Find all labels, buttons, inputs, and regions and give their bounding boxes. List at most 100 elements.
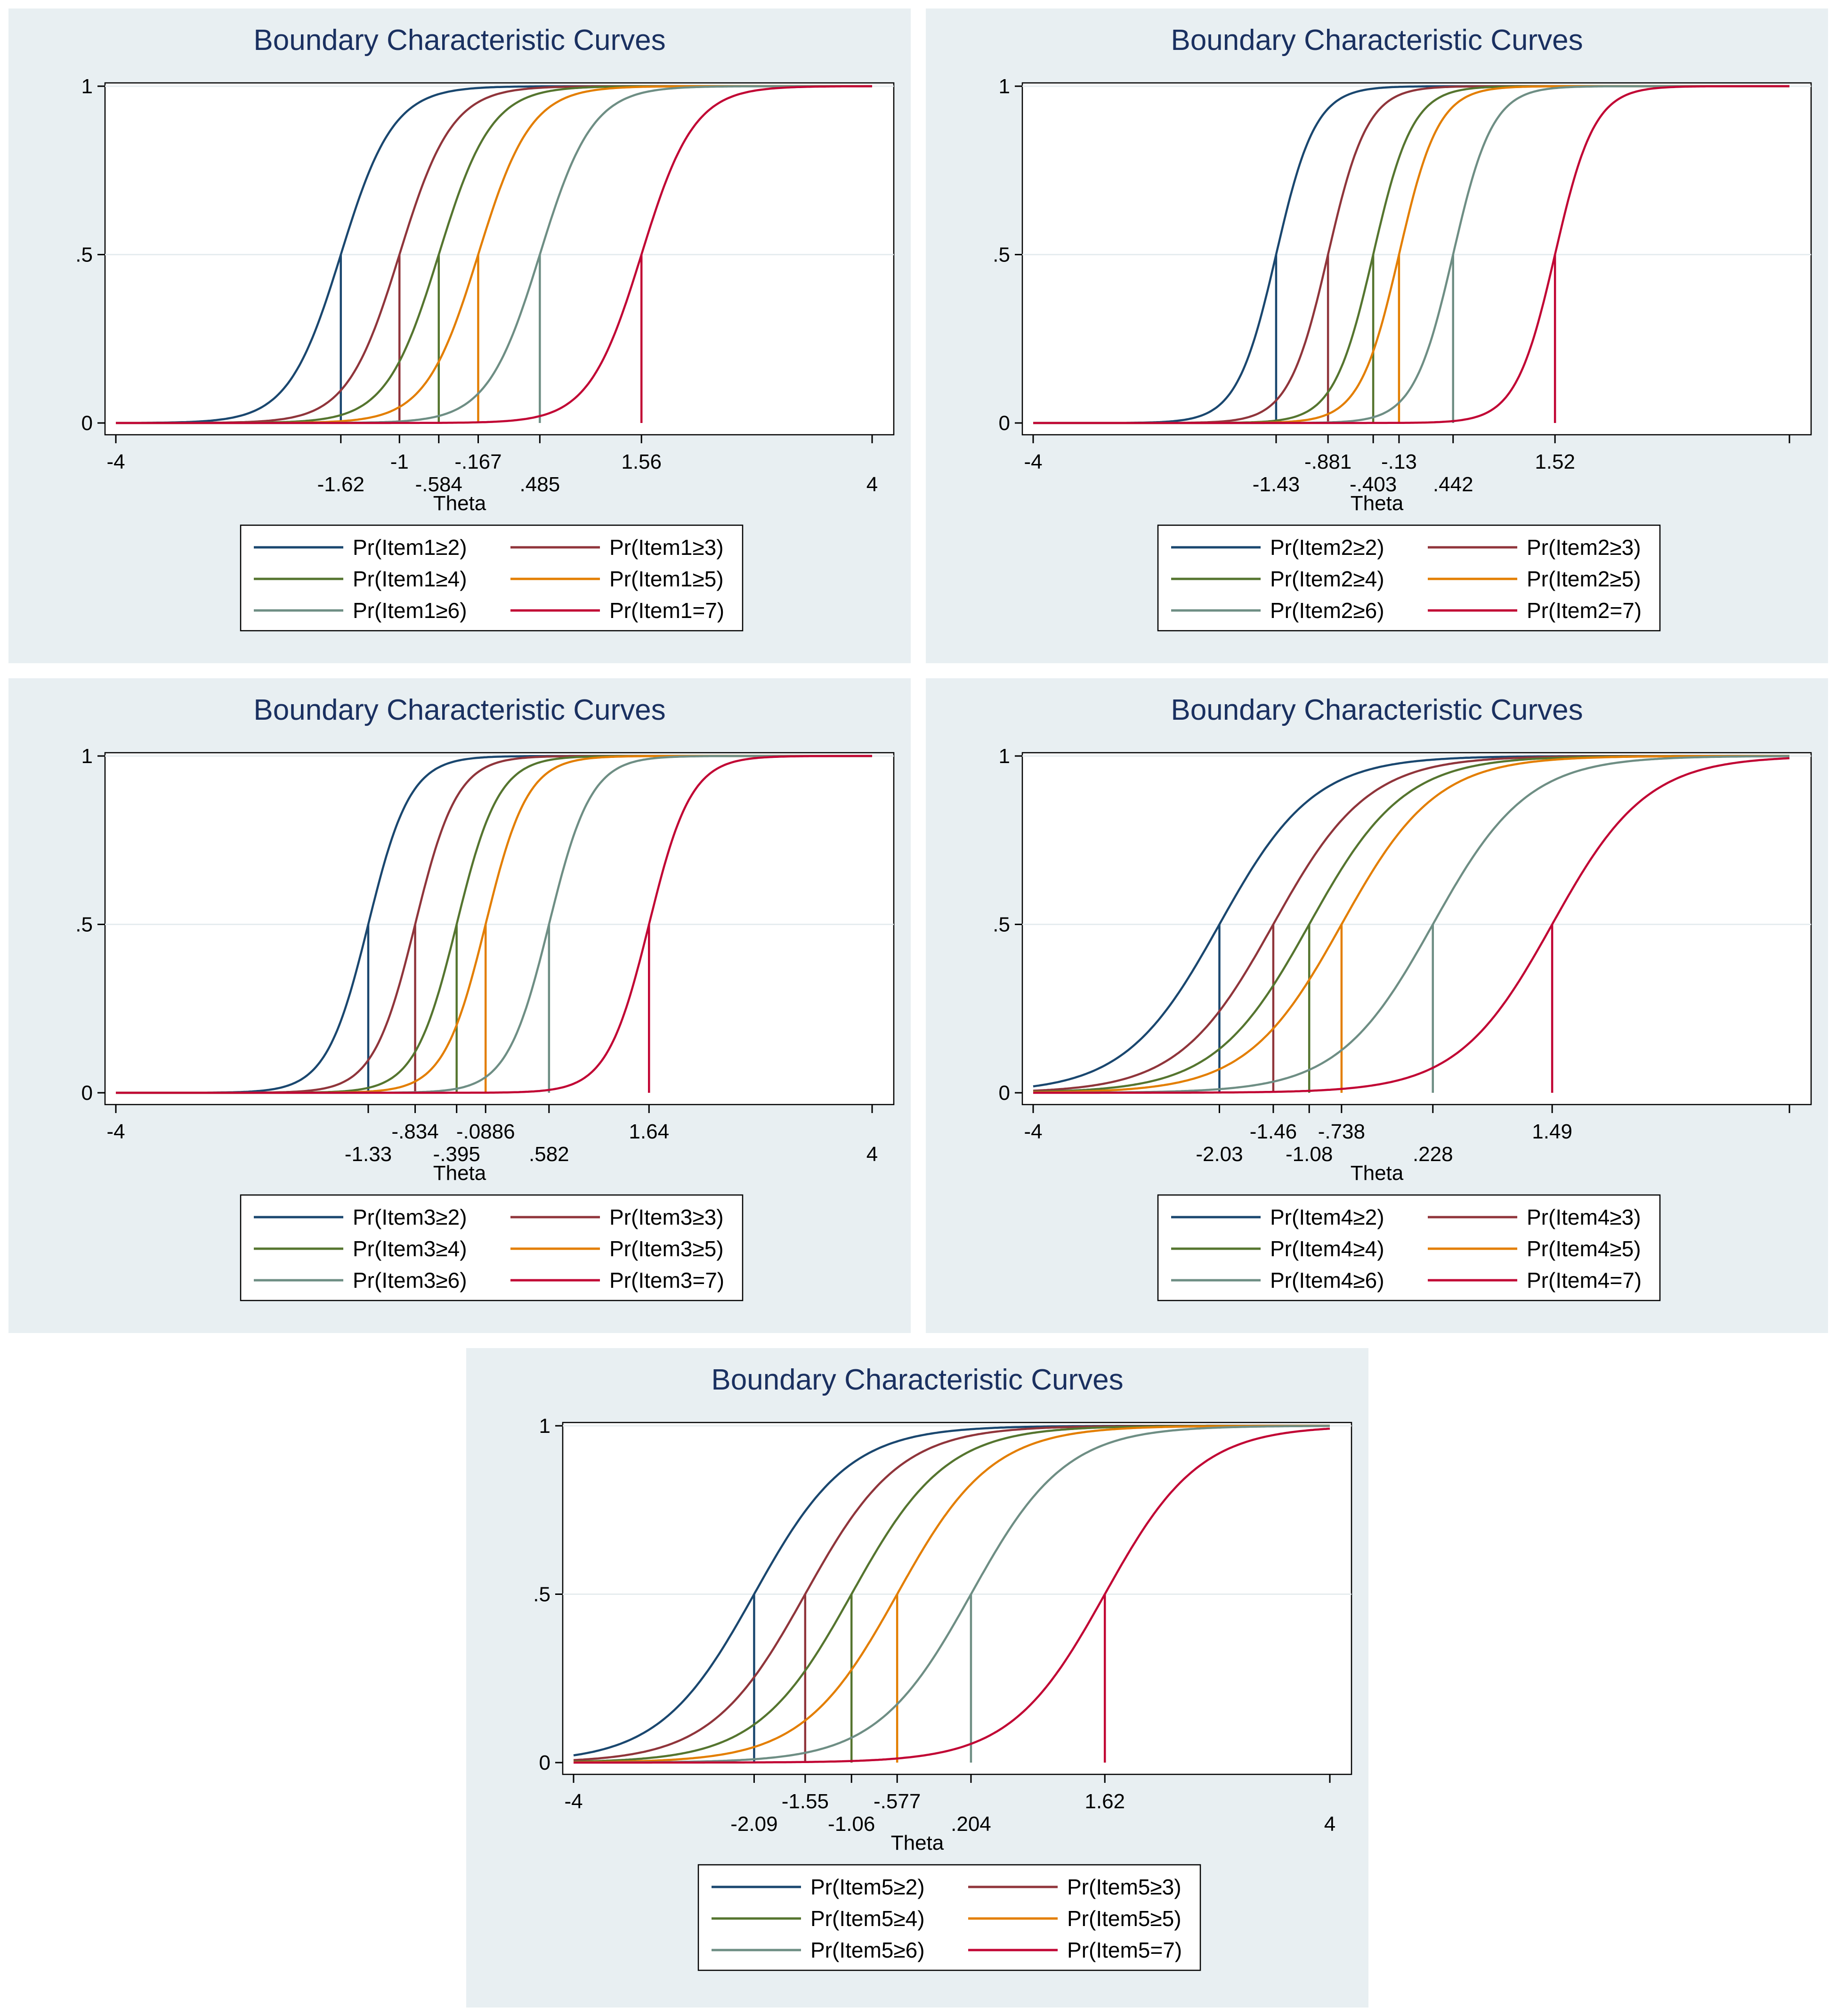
chart-panel-item2: Boundary Characteristic Curves 0 .5 1 -4 -.88… (926, 8, 1828, 663)
legend-label: Pr(Item3≥5) (609, 1236, 724, 1261)
x-tick-label: -.738 (1318, 1120, 1365, 1143)
legend-label: Pr(Item2≥4) (1270, 567, 1384, 591)
y-tick-label: .5 (75, 913, 93, 936)
y-tick-label: 1 (999, 745, 1010, 768)
x-tick-label: -4 (1024, 450, 1042, 473)
x-tick-label: -.13 (1381, 450, 1417, 473)
series-curve (574, 1427, 1330, 1764)
x-tick-label: -.834 (391, 1120, 438, 1143)
legend-label: Pr(Item1≥4) (353, 567, 467, 591)
x-tick-label: -1.33 (345, 1143, 392, 1166)
y-tick-label: 0 (81, 412, 93, 435)
x-tick-label: .442 (1433, 473, 1473, 496)
x-tick-label: -2.09 (730, 1813, 777, 1836)
chart-item2: Boundary Characteristic Curves 0 .5 1 -4 -.88… (993, 24, 1812, 632)
chart-title: Boundary Characteristic Curves (253, 24, 665, 57)
legend-label: Pr(Item3≥4) (353, 1236, 467, 1261)
chart-title: Boundary Characteristic Curves (253, 694, 665, 726)
x-axis-label: Theta (433, 492, 486, 515)
legend-label: Pr(Item5≥5) (1067, 1906, 1182, 1931)
x-tick-label: -2.03 (1196, 1143, 1243, 1166)
legend-label: Pr(Item3≥6) (353, 1268, 467, 1293)
legend-label: Pr(Item5≥4) (810, 1906, 925, 1931)
legend-label: Pr(Item5≥2) (810, 1875, 925, 1899)
y-tick-label: 1 (539, 1414, 550, 1438)
legend-label: Pr(Item4≥6) (1270, 1268, 1384, 1293)
x-tick-label: .228 (1413, 1143, 1453, 1166)
chart-panel-item4: Boundary Characteristic Curves 0 .5 1 -4 -1.4… (926, 678, 1828, 1333)
plot-area (104, 82, 895, 436)
x-tick-label: -1.43 (1253, 473, 1300, 496)
x-tick-label: -.403 (1350, 473, 1397, 496)
x-tick-label: 1.62 (1084, 1790, 1125, 1813)
x-tick-label: -1.46 (1250, 1120, 1297, 1143)
legend-label: Pr(Item1≥2) (353, 535, 467, 560)
plot-area (562, 1422, 1352, 1775)
legend-label: Pr(Item1≥6) (353, 598, 467, 623)
legend-label: Pr(Item2=7) (1527, 598, 1642, 623)
series-curve (116, 85, 872, 424)
chart-item1: Boundary Characteristic Curves 0 .5 1 -4 -1 -.… (75, 24, 895, 632)
legend-label: Pr(Item5≥6) (810, 1938, 925, 1962)
x-tick-label: -4 (106, 450, 125, 473)
x-tick-label: -4 (106, 1120, 125, 1143)
legend-label: Pr(Item5≥3) (1067, 1875, 1182, 1899)
legend-label: Pr(Item3=7) (609, 1268, 724, 1293)
x-axis-label: Theta (1351, 1162, 1404, 1185)
series-curve (1033, 757, 1790, 1094)
x-tick-label: -.0886 (456, 1120, 515, 1143)
y-tick-label: .5 (75, 244, 93, 267)
plot-area (104, 752, 895, 1106)
x-tick-label: 1.52 (1535, 450, 1575, 473)
y-tick-label: 1 (81, 745, 93, 768)
legend-label: Pr(Item4≥2) (1270, 1205, 1384, 1229)
x-tick-label: 1.56 (621, 450, 662, 473)
legend-label: Pr(Item4≥3) (1527, 1205, 1641, 1229)
legend-label: Pr(Item3≥3) (609, 1205, 724, 1229)
x-tick-label: .204 (951, 1813, 991, 1836)
plot-area (1021, 752, 1812, 1106)
y-tick-label: .5 (533, 1583, 550, 1606)
x-tick-label: -.395 (433, 1143, 480, 1166)
legend-label: Pr(Item1=7) (609, 598, 724, 623)
x-tick-label: -1.55 (782, 1790, 829, 1813)
x-tick-label: -.167 (454, 450, 502, 473)
y-tick-label: 0 (999, 412, 1010, 435)
x-axis-label: Theta (433, 1162, 486, 1185)
series-curve (1033, 755, 1789, 1094)
x-tick-label: -.881 (1304, 450, 1351, 473)
series-curve (116, 755, 872, 1094)
x-tick-label: -1 (390, 450, 409, 473)
chart-panel-item3: Boundary Characteristic Curves 0 .5 1 -4 -.83… (8, 678, 911, 1333)
chart-panel-item1: Boundary Characteristic Curves 0 .5 1 -4 -1 -.… (8, 8, 911, 663)
legend-label: Pr(Item4≥5) (1527, 1236, 1641, 1261)
legend-label: Pr(Item4=7) (1527, 1268, 1642, 1293)
y-tick-label: .5 (993, 913, 1010, 936)
y-tick-label: 1 (999, 75, 1010, 98)
y-tick-label: 0 (539, 1751, 550, 1774)
y-tick-label: 0 (999, 1081, 1010, 1105)
x-tick-label: 4 (866, 473, 878, 496)
legend-label: Pr(Item2≥5) (1527, 567, 1641, 591)
x-tick-label: .582 (529, 1143, 569, 1166)
chart-item4: Boundary Characteristic Curves 0 .5 1 -4 -1.4… (993, 694, 1812, 1301)
x-axis-label: Theta (1351, 492, 1404, 515)
x-tick-label: 1.64 (629, 1120, 669, 1143)
legend-label: Pr(Item5=7) (1067, 1938, 1182, 1962)
series-curve (574, 1424, 1330, 1764)
legend-label: Pr(Item2≥3) (1527, 535, 1641, 560)
legend-label: Pr(Item1≥3) (609, 535, 724, 560)
chart-title: Boundary Characteristic Curves (711, 1364, 1123, 1396)
legend-label: Pr(Item4≥4) (1270, 1236, 1384, 1261)
chart-item5: Boundary Characteristic Curves 0 .5 1 -4 -1.5… (533, 1364, 1352, 1971)
y-tick-label: 1 (81, 75, 93, 98)
x-tick-label: 4 (1324, 1813, 1335, 1836)
y-tick-label: .5 (993, 244, 1010, 267)
x-tick-label: 4 (866, 1143, 878, 1166)
chart-title: Boundary Characteristic Curves (1171, 24, 1583, 57)
chart-panel-item5: Boundary Characteristic Curves 0 .5 1 -4 -1.5… (466, 1348, 1368, 2008)
legend-label: Pr(Item2≥2) (1270, 535, 1384, 560)
x-tick-label: -.577 (874, 1790, 921, 1813)
plot-area (1021, 82, 1812, 436)
legend-label: Pr(Item3≥2) (353, 1205, 467, 1229)
